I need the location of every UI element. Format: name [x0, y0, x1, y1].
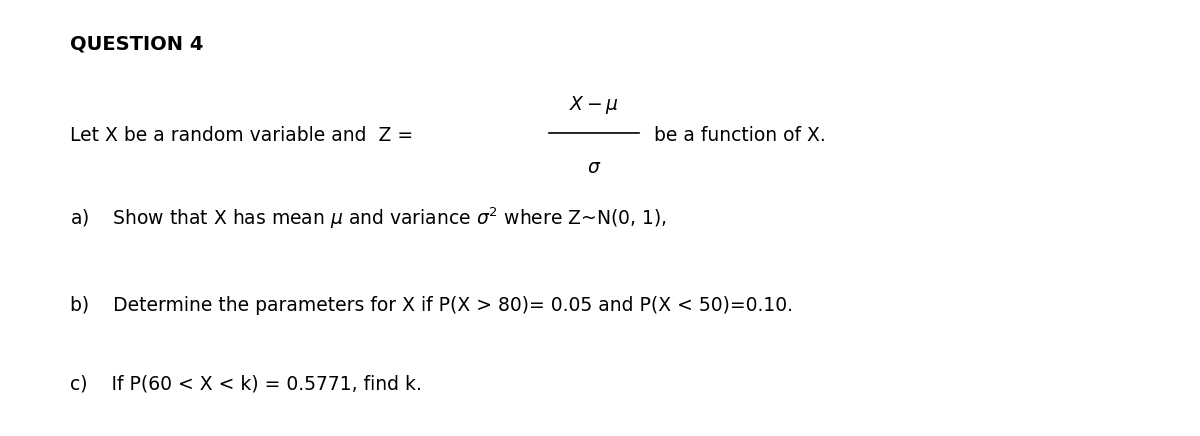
- Text: be a function of X.: be a function of X.: [654, 126, 826, 145]
- Text: a)    Show that X has mean $\mu$ and variance $\sigma^2$ where Z~N(0, 1),: a) Show that X has mean $\mu$ and varian…: [70, 205, 666, 231]
- Text: b)    Determine the parameters for X if P(X > 80)= 0.05 and P(X < 50)=0.10.: b) Determine the parameters for X if P(X…: [70, 296, 793, 315]
- Text: c)    If P(60 < X < k) = 0.5771, find k.: c) If P(60 < X < k) = 0.5771, find k.: [70, 374, 421, 393]
- Text: QUESTION 4: QUESTION 4: [70, 35, 203, 54]
- Text: $X - \mu$: $X - \mu$: [569, 94, 619, 116]
- Text: Let X be a random variable and  Z =: Let X be a random variable and Z =: [70, 126, 419, 145]
- Text: $\sigma$: $\sigma$: [587, 158, 601, 177]
